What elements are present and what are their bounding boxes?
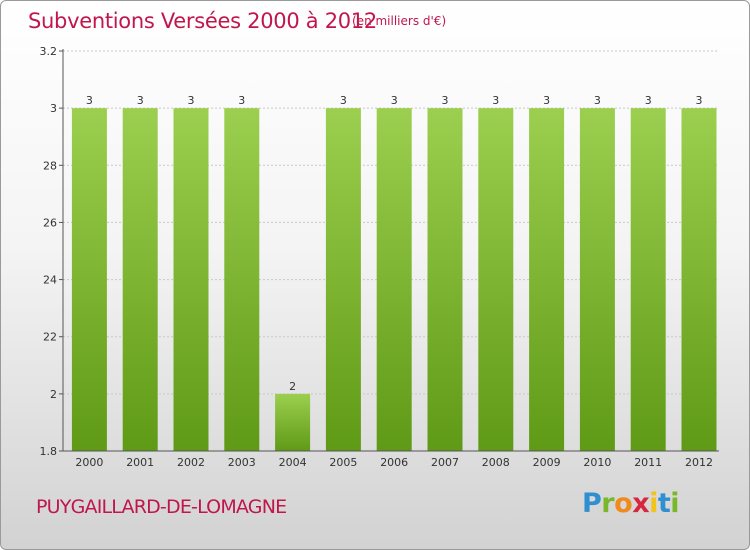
- y-tick-label: 3.2: [40, 45, 58, 58]
- bar-value-label: 3: [594, 94, 601, 107]
- commune-name: PUYGAILLARD-DE-LOMAGNE: [36, 496, 287, 518]
- bar: [325, 108, 361, 452]
- unit-label: (en milliers d'€): [352, 14, 447, 28]
- bar-value-label: 3: [442, 94, 449, 107]
- x-tick-label: 2010: [583, 456, 611, 469]
- x-tick-label: 2003: [228, 456, 256, 469]
- bar: [529, 108, 565, 452]
- bar-value-label: 3: [645, 94, 652, 107]
- proxiti-logo: Proxiti: [582, 488, 680, 519]
- x-tick-label: 2002: [177, 456, 205, 469]
- bar: [630, 108, 666, 452]
- x-tick-label: 2012: [685, 456, 713, 469]
- x-tick-label: 2007: [431, 456, 459, 469]
- bar-value-label: 3: [340, 94, 347, 107]
- bar-value-label: 3: [137, 94, 144, 107]
- x-tick-label: 2004: [279, 456, 307, 469]
- bar: [122, 108, 158, 452]
- x-tick-label: 2001: [126, 456, 154, 469]
- x-tick-label: 2011: [634, 456, 662, 469]
- bar: [275, 393, 311, 451]
- bar-value-label: 3: [391, 94, 398, 107]
- y-tick-label: 22: [43, 331, 57, 344]
- bar: [579, 108, 615, 452]
- chart-title: Subventions Versées 2000 à 2012: [28, 9, 377, 33]
- bar: [224, 108, 260, 452]
- x-tick-label: 2005: [329, 456, 357, 469]
- y-tick-label: 3: [50, 102, 57, 115]
- y-tick-label: 28: [43, 159, 57, 172]
- bar: [427, 108, 463, 452]
- x-tick-label: 2009: [533, 456, 561, 469]
- bar-value-label: 2: [289, 380, 296, 393]
- y-tick-label: 24: [43, 274, 57, 287]
- y-tick-label: 1.8: [40, 445, 58, 458]
- bar-value-label: 3: [86, 94, 93, 107]
- y-tick-label: 26: [43, 216, 57, 229]
- bar-value-label: 3: [492, 94, 499, 107]
- y-tick-label: 2: [50, 388, 57, 401]
- bar-value-label: 3: [238, 94, 245, 107]
- bar: [681, 108, 717, 452]
- x-tick-label: 2008: [482, 456, 510, 469]
- bar: [173, 108, 209, 452]
- x-tick-label: 2000: [75, 456, 103, 469]
- bar-value-label: 3: [543, 94, 550, 107]
- bar: [71, 108, 107, 452]
- bar-value-label: 3: [188, 94, 195, 107]
- x-tick-label: 2006: [380, 456, 408, 469]
- bar: [478, 108, 514, 452]
- bar-value-label: 3: [696, 94, 703, 107]
- bar: [376, 108, 412, 452]
